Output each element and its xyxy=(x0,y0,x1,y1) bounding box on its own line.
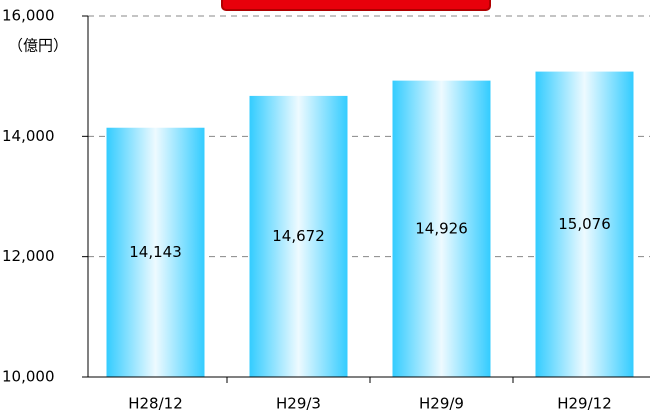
bar xyxy=(392,80,491,377)
value-label: 14,926 xyxy=(415,219,468,237)
x-tick-label: H28/12 xyxy=(128,395,183,413)
y-tick-label: 10,000 xyxy=(2,368,55,386)
y-axis-label: （億円） xyxy=(8,37,68,55)
x-tick-label: H29/12 xyxy=(557,395,612,413)
header-box xyxy=(221,0,491,11)
x-tick-label: H29/9 xyxy=(419,395,464,413)
y-tick-label: 12,000 xyxy=(2,247,55,265)
y-tick-label: 16,000 xyxy=(2,7,55,25)
value-label: 14,143 xyxy=(129,243,182,261)
x-tick-label: H29/3 xyxy=(276,395,321,413)
value-label: 15,076 xyxy=(558,215,611,233)
y-tick-label: 14,000 xyxy=(2,127,55,145)
bar xyxy=(106,127,205,378)
bar xyxy=(535,71,634,378)
value-label: 14,672 xyxy=(272,227,325,245)
bar xyxy=(249,95,348,377)
